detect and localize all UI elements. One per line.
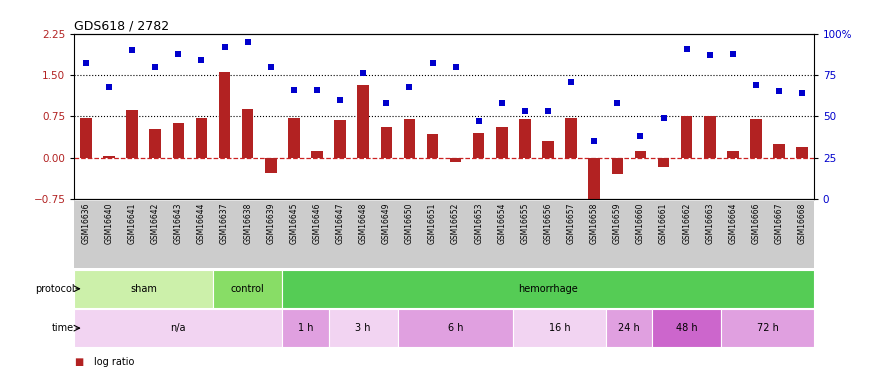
Text: GSM16660: GSM16660: [636, 202, 645, 244]
Bar: [334, 120, 346, 158]
Bar: [774, 144, 785, 158]
Text: ■: ■: [74, 357, 84, 367]
Bar: [427, 134, 438, 158]
Bar: [213, 270, 283, 308]
Text: GSM16652: GSM16652: [452, 202, 460, 244]
Bar: [150, 129, 161, 158]
Bar: [473, 133, 485, 158]
Text: GSM16638: GSM16638: [243, 202, 252, 244]
Bar: [172, 123, 184, 158]
Text: GSM16668: GSM16668: [798, 202, 807, 244]
Bar: [612, 158, 623, 174]
Text: GSM16658: GSM16658: [590, 202, 598, 244]
Bar: [542, 141, 554, 158]
Bar: [265, 158, 276, 173]
Bar: [589, 158, 600, 215]
Text: GSM16646: GSM16646: [312, 202, 321, 244]
Bar: [328, 309, 398, 347]
Text: GSM16666: GSM16666: [752, 202, 760, 244]
Text: GSM16643: GSM16643: [174, 202, 183, 244]
Bar: [312, 151, 323, 157]
Bar: [450, 158, 461, 162]
Text: GSM16647: GSM16647: [336, 202, 345, 244]
Bar: [750, 119, 762, 158]
Bar: [565, 118, 577, 158]
Bar: [288, 118, 299, 158]
Text: GSM16644: GSM16644: [197, 202, 206, 244]
Bar: [658, 158, 669, 167]
Text: GSM16640: GSM16640: [104, 202, 114, 244]
Text: GSM16649: GSM16649: [382, 202, 391, 244]
Text: protocol: protocol: [35, 284, 74, 294]
Text: GSM16657: GSM16657: [567, 202, 576, 244]
Text: GSM16641: GSM16641: [128, 202, 136, 244]
Bar: [721, 309, 814, 347]
Bar: [219, 72, 230, 158]
Text: GSM16637: GSM16637: [220, 202, 229, 244]
Text: GSM16655: GSM16655: [521, 202, 529, 244]
Text: GDS618 / 2782: GDS618 / 2782: [74, 20, 170, 33]
Bar: [514, 309, 606, 347]
Bar: [403, 119, 415, 158]
Text: GSM16659: GSM16659: [612, 202, 622, 244]
Bar: [496, 127, 507, 158]
Bar: [283, 270, 814, 308]
Bar: [704, 116, 716, 158]
Text: log ratio: log ratio: [94, 357, 134, 367]
Text: GSM16667: GSM16667: [774, 202, 784, 244]
Bar: [519, 119, 531, 158]
Text: hemorrhage: hemorrhage: [518, 284, 578, 294]
Text: GSM16662: GSM16662: [682, 202, 691, 244]
Text: n/a: n/a: [171, 323, 186, 333]
Text: 3 h: 3 h: [355, 323, 371, 333]
Bar: [381, 127, 392, 158]
Text: GSM16651: GSM16651: [428, 202, 437, 244]
Text: 6 h: 6 h: [448, 323, 464, 333]
Text: GSM16650: GSM16650: [405, 202, 414, 244]
Text: GSM16645: GSM16645: [290, 202, 298, 244]
Bar: [283, 309, 328, 347]
Bar: [727, 151, 738, 157]
Text: time: time: [52, 323, 74, 333]
Bar: [652, 309, 721, 347]
Text: GSM16653: GSM16653: [474, 202, 483, 244]
Text: GSM16648: GSM16648: [359, 202, 368, 244]
Bar: [196, 118, 207, 158]
Bar: [242, 109, 254, 158]
Bar: [606, 309, 652, 347]
Bar: [74, 309, 283, 347]
Text: sham: sham: [130, 284, 158, 294]
Text: 72 h: 72 h: [757, 323, 779, 333]
Text: 16 h: 16 h: [549, 323, 570, 333]
Text: 1 h: 1 h: [298, 323, 313, 333]
Text: GSM16656: GSM16656: [543, 202, 552, 244]
Text: GSM16654: GSM16654: [497, 202, 507, 244]
Bar: [796, 147, 808, 158]
Bar: [103, 156, 115, 158]
Bar: [681, 116, 692, 158]
Bar: [74, 270, 213, 308]
Text: GSM16636: GSM16636: [81, 202, 90, 244]
Bar: [398, 309, 514, 347]
Text: GSM16642: GSM16642: [150, 202, 160, 244]
Bar: [80, 118, 92, 158]
Text: 24 h: 24 h: [618, 323, 640, 333]
Text: GSM16661: GSM16661: [659, 202, 668, 244]
Text: 48 h: 48 h: [676, 323, 697, 333]
Text: control: control: [231, 284, 264, 294]
Text: GSM16664: GSM16664: [728, 202, 738, 244]
Text: GSM16663: GSM16663: [705, 202, 714, 244]
Text: GSM16639: GSM16639: [266, 202, 276, 244]
Bar: [126, 110, 138, 158]
Bar: [357, 85, 369, 158]
Bar: [634, 151, 647, 157]
